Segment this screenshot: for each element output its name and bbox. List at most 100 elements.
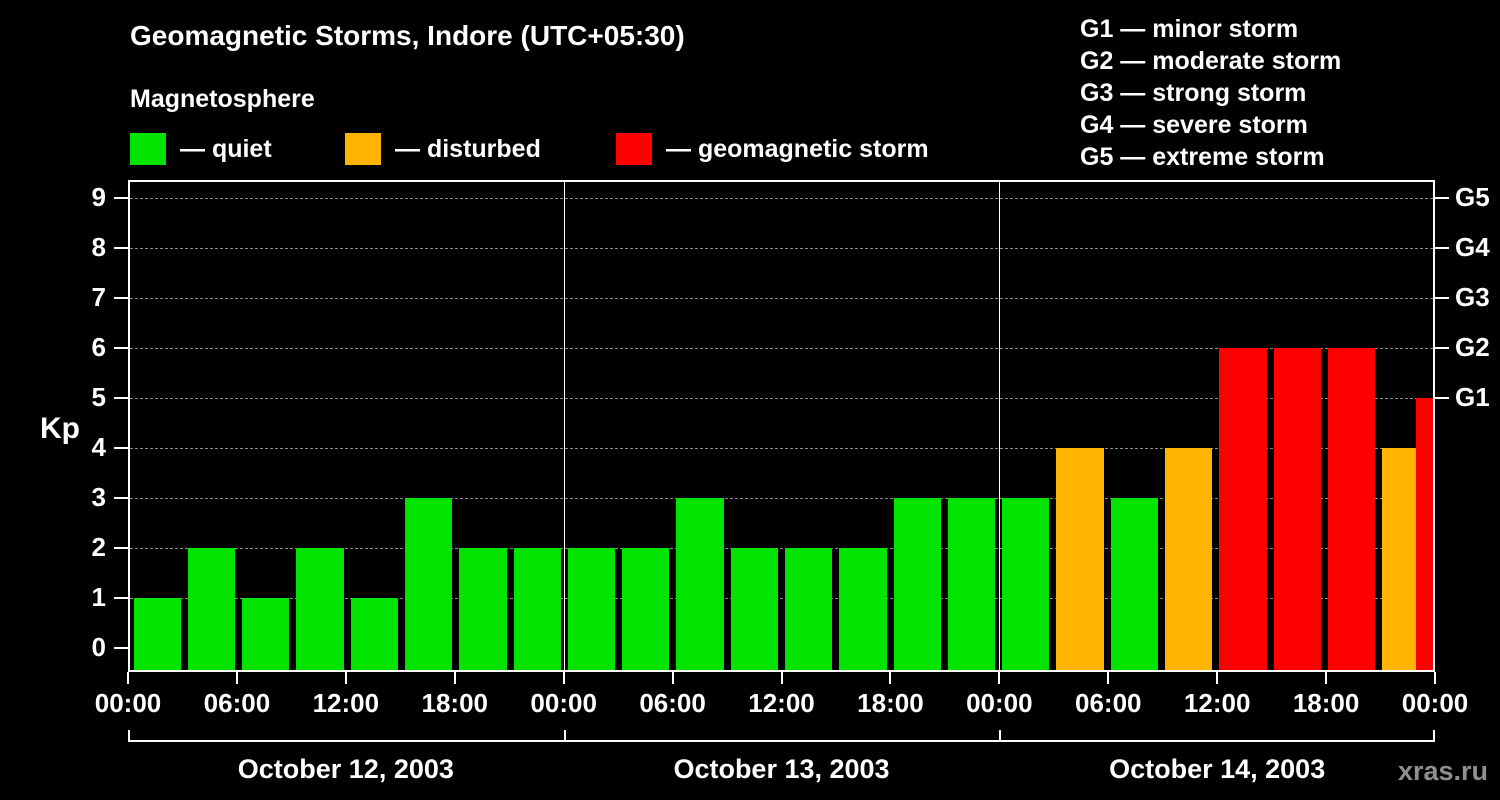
quiet-color-swatch xyxy=(130,133,166,165)
x-axis-tick xyxy=(453,672,456,684)
y-axis-tick-label: 4 xyxy=(91,432,106,462)
storm-scale-g4: G4 — severe storm xyxy=(1080,111,1308,139)
x-axis-tick-label: 00:00 xyxy=(966,688,1033,718)
y-axis-tick xyxy=(114,247,128,249)
legend-item-storm: — geomagnetic storm xyxy=(616,133,929,165)
kp-bar xyxy=(947,498,996,670)
g-axis-tick xyxy=(1435,197,1449,199)
date-axis-tick xyxy=(563,730,566,740)
legend-label-quiet: — quiet xyxy=(180,134,272,163)
storm-scale-g1: G1 — minor storm xyxy=(1080,15,1299,43)
watermark: xras.ru xyxy=(1397,756,1488,786)
x-axis-tick-label: 06:00 xyxy=(1075,688,1142,718)
y-axis-tick xyxy=(114,597,128,599)
g-axis-tick xyxy=(1435,247,1449,249)
legend-item-disturbed: — disturbed xyxy=(345,133,541,165)
kp-bar xyxy=(1002,498,1050,670)
gridline xyxy=(130,248,1433,249)
y-axis-title: Kp xyxy=(40,412,80,445)
g-axis-tick-label: G1 xyxy=(1455,382,1490,412)
g-axis-tick-label: G2 xyxy=(1455,332,1490,362)
storm-scale-g5: G5 — extreme storm xyxy=(1080,143,1325,171)
plot-area xyxy=(128,180,1435,672)
gridline xyxy=(130,398,1433,399)
x-axis-tick xyxy=(998,672,1001,684)
kp-bar xyxy=(133,598,181,670)
gridline xyxy=(130,598,1433,599)
y-axis-tick-label: 9 xyxy=(91,182,106,212)
kp-bar xyxy=(242,598,290,670)
kp-bar xyxy=(1110,498,1159,670)
x-axis-tick-label: 06:00 xyxy=(203,688,271,718)
x-axis-tick-label: 12:00 xyxy=(748,688,815,718)
y-axis-tick xyxy=(114,497,128,499)
storm-scale-g3: G3 — strong storm xyxy=(1080,79,1307,107)
date-axis-tick xyxy=(128,730,130,740)
kp-bar xyxy=(1165,448,1213,670)
kp-bar xyxy=(404,498,453,670)
date-label: October 12, 2003 xyxy=(237,754,454,784)
x-axis-tick xyxy=(562,672,565,684)
x-axis-tick-label: 18:00 xyxy=(857,688,924,718)
x-axis-tick xyxy=(780,672,783,684)
y-axis-tick xyxy=(114,647,128,649)
y-axis-tick-label: 1 xyxy=(91,582,106,612)
kp-bar xyxy=(1056,448,1104,670)
x-axis-tick-label: 12:00 xyxy=(312,688,380,718)
storm-scale-legend: G1 — minor storm G2 — moderate storm G3 … xyxy=(1080,13,1341,173)
x-axis-tick xyxy=(344,672,347,684)
legend-item-quiet: — quiet xyxy=(130,133,272,165)
g-axis-tick-label: G5 xyxy=(1455,182,1490,212)
g-axis-tick-label: G4 xyxy=(1455,232,1490,262)
kp-bar xyxy=(513,548,561,670)
chart-title: Geomagnetic Storms, Indore (UTC+05:30) xyxy=(130,20,685,51)
y-axis-tick xyxy=(114,397,128,399)
kp-bar xyxy=(1273,348,1321,670)
gridline xyxy=(130,348,1433,349)
legend-label-disturbed: — disturbed xyxy=(395,134,541,163)
x-axis-tick xyxy=(1434,672,1436,684)
gridline xyxy=(130,498,1433,499)
kp-bar-partial xyxy=(1416,398,1433,670)
y-axis-tick-label: 6 xyxy=(91,332,106,362)
y-axis-tick xyxy=(114,197,128,199)
kp-bar xyxy=(187,548,236,670)
y-axis-tick-label: 0 xyxy=(91,632,106,662)
y-axis-tick-label: 2 xyxy=(91,532,106,562)
gridline xyxy=(130,548,1433,549)
y-axis-tick xyxy=(114,447,128,449)
gridline xyxy=(130,198,1433,199)
y-axis-tick-label: 3 xyxy=(91,482,106,512)
kp-bar xyxy=(839,548,887,670)
y-axis-tick-label: 5 xyxy=(91,382,106,412)
kp-bar xyxy=(676,498,724,670)
day-separator-line xyxy=(564,182,565,670)
storm-color-swatch xyxy=(616,133,652,165)
g-axis-tick xyxy=(1435,347,1449,349)
kp-bar xyxy=(1327,348,1376,670)
date-axis-tick xyxy=(999,730,1002,740)
x-axis-tick-label: 18:00 xyxy=(421,688,489,718)
x-axis-tick xyxy=(235,672,238,684)
kp-bar xyxy=(296,548,344,670)
day-separator-line xyxy=(999,182,1000,670)
g-axis-tick-label: G3 xyxy=(1455,282,1490,312)
y-axis-tick xyxy=(114,547,128,549)
chart-subtitle: Magnetosphere xyxy=(130,85,315,113)
x-axis-tick-label: 00:00 xyxy=(530,688,597,718)
x-axis-tick-label: 00:00 xyxy=(1401,688,1469,718)
kp-bar xyxy=(893,498,941,670)
kp-bar xyxy=(622,548,670,670)
date-label: October 14, 2003 xyxy=(1109,754,1326,784)
date-axis-line xyxy=(128,740,1435,742)
gridline xyxy=(130,448,1433,449)
kp-bar xyxy=(1219,348,1267,670)
x-axis-tick-label: 00:00 xyxy=(94,688,162,718)
x-axis-tick xyxy=(1107,672,1110,684)
x-axis-tick xyxy=(127,672,129,684)
x-axis-tick xyxy=(1325,672,1328,684)
x-axis-tick-label: 18:00 xyxy=(1292,688,1360,718)
disturbed-color-swatch xyxy=(345,133,381,165)
kp-bar xyxy=(567,548,616,670)
date-label: October 13, 2003 xyxy=(673,754,890,784)
